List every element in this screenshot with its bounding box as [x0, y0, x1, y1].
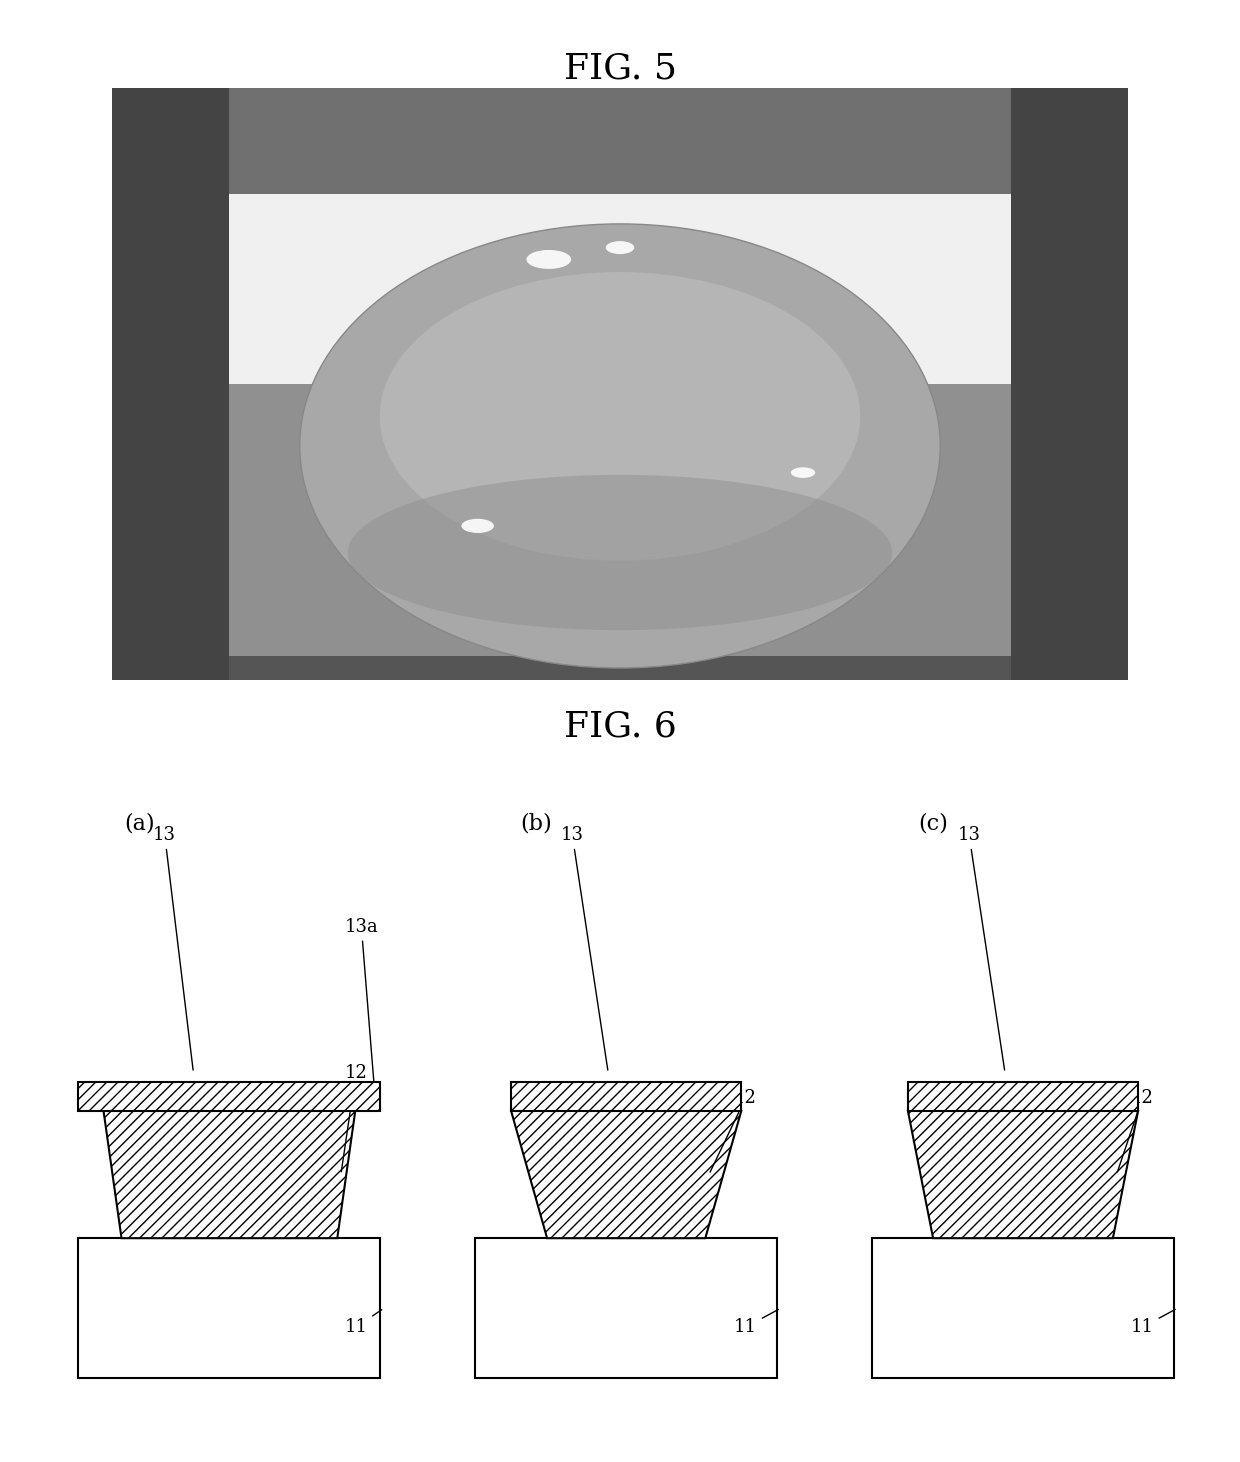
Ellipse shape: [347, 475, 893, 630]
Ellipse shape: [461, 519, 494, 534]
Bar: [908, 1082, 1138, 1111]
Text: FIG. 5: FIG. 5: [563, 51, 677, 85]
Polygon shape: [103, 1111, 355, 1238]
Text: 13: 13: [154, 826, 193, 1070]
Text: FIG. 6: FIG. 6: [564, 709, 676, 743]
Ellipse shape: [527, 250, 572, 269]
Bar: [872, 1238, 1174, 1379]
Text: 11: 11: [345, 1310, 382, 1336]
Bar: [112, 88, 228, 680]
Text: (c): (c): [918, 811, 949, 833]
Bar: [228, 194, 1012, 385]
Bar: [228, 88, 1012, 194]
Bar: [475, 1238, 777, 1379]
Bar: [511, 1082, 742, 1111]
Text: 13a: 13a: [345, 918, 378, 1094]
Polygon shape: [908, 1111, 1138, 1238]
Text: 13: 13: [560, 826, 608, 1070]
Text: 11: 11: [734, 1310, 779, 1336]
Ellipse shape: [791, 468, 815, 478]
Text: (a): (a): [124, 811, 155, 833]
Ellipse shape: [606, 241, 634, 254]
Ellipse shape: [379, 272, 861, 560]
Bar: [78, 1082, 381, 1111]
Text: 12: 12: [1117, 1089, 1153, 1173]
Polygon shape: [511, 1111, 742, 1238]
Ellipse shape: [300, 224, 940, 668]
Bar: [78, 1238, 381, 1379]
Text: 12: 12: [711, 1089, 756, 1173]
Text: (b): (b): [521, 811, 552, 833]
Text: 11: 11: [1131, 1310, 1176, 1336]
Bar: [1012, 88, 1128, 680]
Text: 12: 12: [341, 1064, 367, 1173]
Text: 13: 13: [957, 826, 1004, 1070]
Bar: [228, 656, 1012, 680]
